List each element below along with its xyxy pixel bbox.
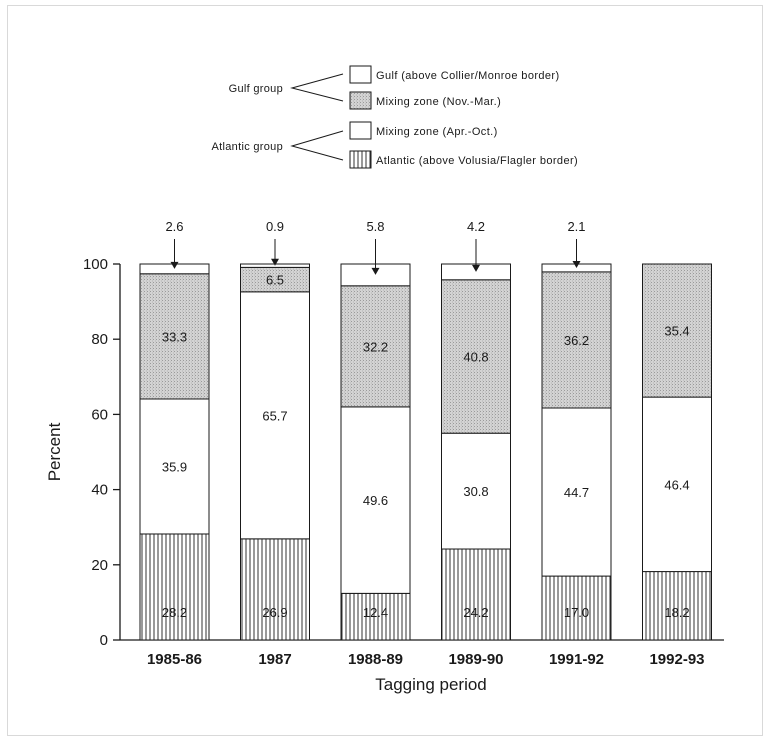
data-label: 65.7 (262, 408, 287, 423)
data-label: 30.8 (463, 484, 488, 499)
bar-1989-90: 24.2 30.8 40.8 4.2 (441, 219, 511, 641)
data-label: 35.9 (162, 459, 187, 474)
data-label: 49.6 (363, 493, 388, 508)
data-label-top: 2.1 (567, 219, 585, 234)
data-label: 32.2 (363, 339, 388, 354)
legend-bracket-atlantic (290, 130, 344, 161)
data-label: 17.0 (564, 605, 589, 620)
data-label: 24.2 (463, 605, 488, 620)
legend-swatch-mixing-nov-mar (349, 91, 372, 110)
legend-bracket-gulf (290, 73, 344, 102)
bar-segment (541, 271, 612, 409)
legend-swatch-gulf (349, 65, 372, 84)
data-label: 36.2 (564, 333, 589, 348)
y-tick-label: 40 (91, 482, 108, 499)
y-ticks: 0 20 40 60 80 100 (83, 256, 120, 649)
arrow-head (170, 261, 179, 269)
y-tick-label: 100 (83, 256, 108, 273)
bar-segment (642, 263, 712, 398)
bar-1992-93: 18.2 46.4 35.4 (642, 263, 712, 641)
bar-segment (541, 407, 612, 577)
x-tick-label: 1985-86 (147, 651, 202, 668)
bar-segment (139, 273, 210, 400)
bar-segment (441, 432, 511, 550)
data-label-top: 0.9 (266, 219, 284, 234)
data-label: 28.2 (162, 605, 187, 620)
legend-label-mixing-apr-oct: Mixing zone (Apr.-Oct.) (376, 126, 498, 138)
legend-group-atlantic: Atlantic group (212, 141, 283, 153)
axes: Percent Tagging period (45, 264, 724, 694)
legend-label-gulf: Gulf (above Collier/Monroe border) (376, 70, 560, 82)
legend-label-atlantic: Atlantic (above Volusia/Flagler border) (376, 155, 578, 167)
y-tick-label: 20 (91, 557, 108, 574)
legend-swatch-mixing-apr-oct (349, 121, 372, 140)
x-tick-label: 1987 (258, 651, 291, 668)
bar-segment (340, 406, 411, 594)
bar-segment (541, 575, 612, 641)
bar-segment (240, 538, 310, 641)
bar-1985-86: 28.2 35.9 33.3 2.6 (139, 219, 210, 641)
x-tick-label: 1991-92 (549, 651, 604, 668)
legend-group-gulf: Gulf group (229, 83, 283, 95)
bars: 28.2 35.9 33.3 2.6 26.9 65.7 6.5 0.9 12.4 49.6 32.… (139, 219, 712, 641)
y-tick-label: 60 (91, 406, 108, 423)
arrow-head (472, 264, 480, 272)
data-label: 46.4 (664, 477, 689, 492)
bar-1991-92: 17.0 44.7 36.2 2.1 (541, 219, 612, 641)
bar-segment (642, 571, 712, 641)
x-tick-label: 1989-90 (448, 651, 503, 668)
data-label: 35.4 (664, 324, 689, 339)
x-ticks: 1985-86 1987 1988-89 1989-90 1991-92 1992-93 (147, 651, 705, 668)
data-label-top: 4.2 (467, 219, 485, 234)
bar-segment (340, 592, 411, 641)
arrow-head (371, 267, 380, 275)
data-label: 44.7 (564, 485, 589, 500)
y-axis-label: Percent (45, 422, 64, 481)
bar-segment (139, 398, 210, 535)
bar-segment (441, 548, 511, 641)
arrow-head (572, 260, 581, 268)
bar-segment (340, 285, 411, 408)
x-axis-label: Tagging period (375, 675, 487, 694)
bar-segment (441, 279, 511, 434)
legend: Gulf group Atlantic group Gulf (above Co… (212, 65, 578, 169)
figure-frame (7, 5, 763, 736)
data-label-top: 5.8 (366, 219, 384, 234)
bar-1988-89: 12.4 49.6 32.2 5.8 (340, 219, 411, 641)
arrow-head (271, 258, 279, 266)
bar-segment (139, 533, 210, 641)
data-label: 12.4 (363, 605, 388, 620)
data-label: 26.9 (262, 605, 287, 620)
y-tick-label: 80 (91, 331, 108, 348)
legend-swatch-atlantic (349, 150, 372, 169)
data-label: 18.2 (664, 605, 689, 620)
data-label-top: 2.6 (165, 219, 183, 234)
y-tick-label: 0 (100, 632, 108, 649)
x-tick-label: 1992-93 (649, 651, 704, 668)
data-label: 40.8 (463, 349, 488, 364)
x-tick-label: 1988-89 (348, 651, 403, 668)
bar-1987: 26.9 65.7 6.5 0.9 (240, 219, 310, 641)
legend-label-mixing-nov-mar: Mixing zone (Nov.-Mar.) (376, 96, 501, 108)
data-label: 6.5 (266, 273, 284, 288)
bar-segment (240, 266, 310, 293)
bar-segment (642, 396, 712, 573)
data-label: 33.3 (162, 329, 187, 344)
